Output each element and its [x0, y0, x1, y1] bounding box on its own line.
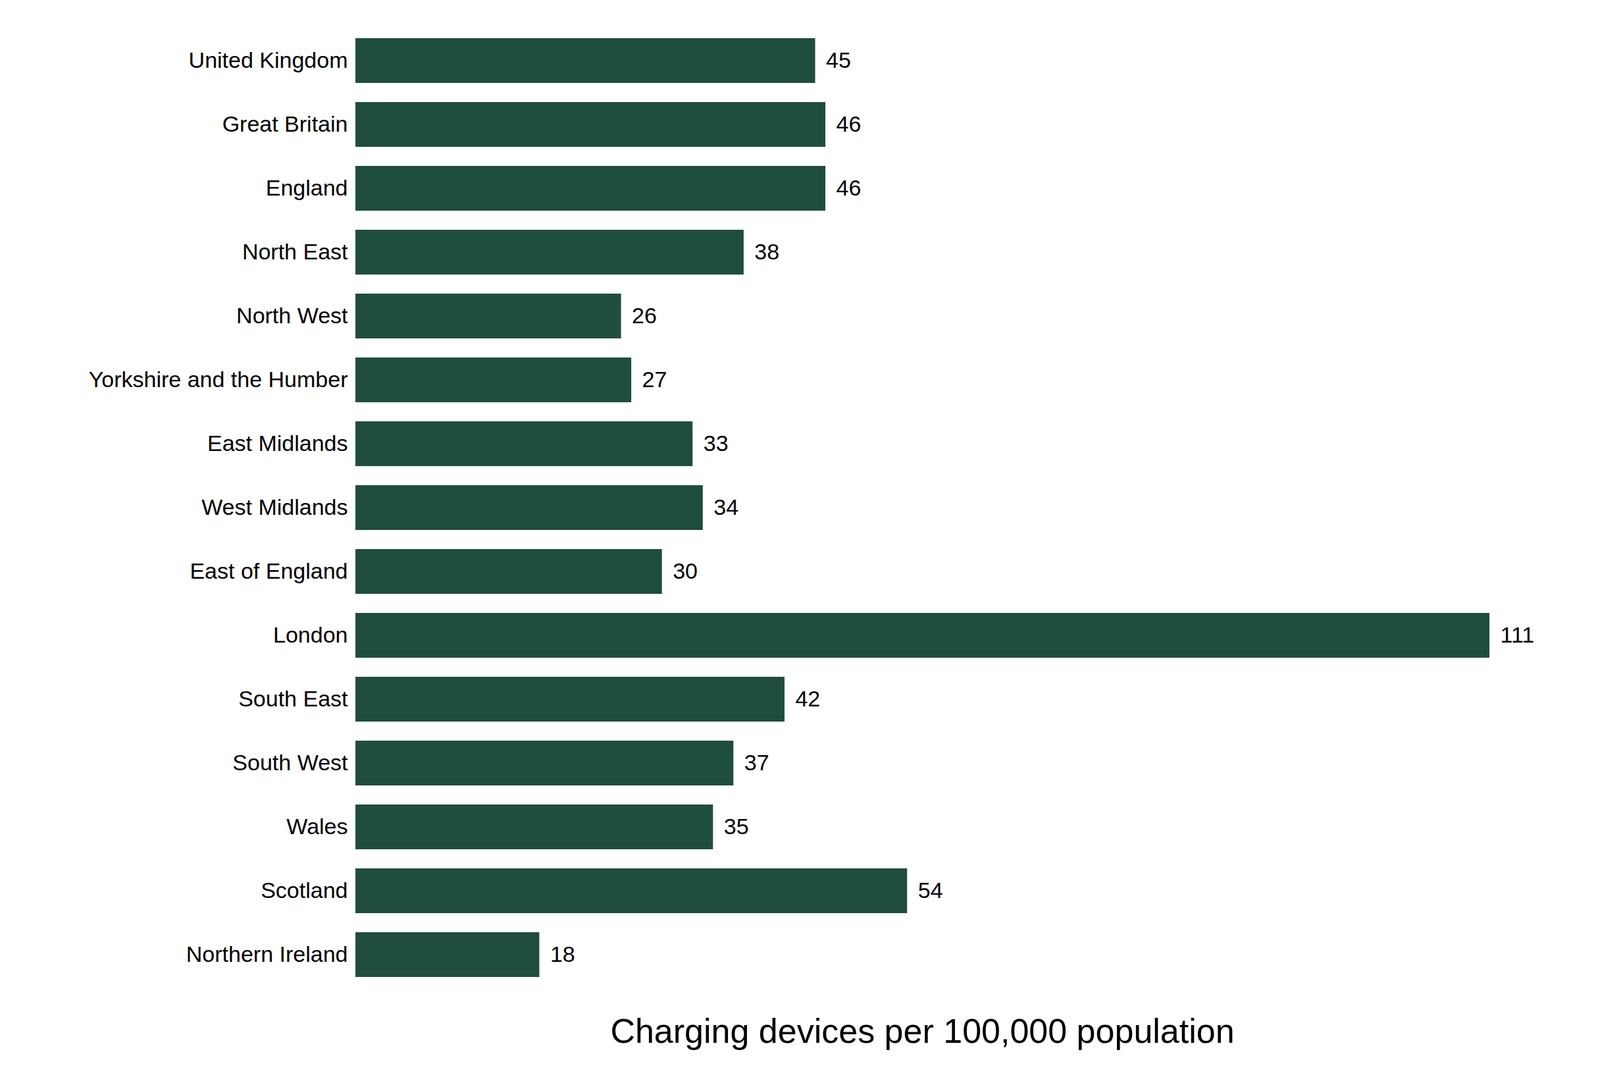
svg-text:East Midlands: East Midlands [207, 430, 349, 456]
svg-text:34: 34 [713, 494, 739, 520]
svg-text:33: 33 [703, 430, 729, 456]
svg-text:Wales: Wales [286, 813, 348, 839]
svg-text:United Kingdom: United Kingdom [188, 47, 349, 73]
svg-text:45: 45 [825, 47, 852, 73]
svg-text:54: 54 [918, 877, 944, 903]
svg-text:South East: South East [238, 685, 349, 711]
svg-text:England: England [265, 175, 349, 201]
svg-text:Yorkshire and the Humber: Yorkshire and the Humber [88, 366, 349, 392]
svg-text:London: London [273, 621, 348, 647]
svg-text:26: 26 [631, 302, 657, 328]
svg-text:North East: North East [242, 238, 349, 264]
svg-text:South West: South West [232, 749, 349, 775]
svg-text:East of England: East of England [189, 558, 348, 584]
svg-text:West Midlands: West Midlands [201, 494, 348, 520]
svg-text:46: 46 [836, 111, 862, 137]
svg-text:18: 18 [550, 941, 576, 967]
svg-text:27: 27 [642, 366, 668, 392]
svg-text:42: 42 [795, 685, 821, 711]
svg-text:North West: North West [236, 302, 349, 328]
svg-text:Great Britain: Great Britain [222, 111, 349, 137]
svg-text:38: 38 [754, 238, 780, 264]
svg-text:Northern Ireland: Northern Ireland [186, 941, 349, 967]
svg-text:Scotland: Scotland [260, 877, 348, 903]
svg-text:111: 111 [1500, 621, 1535, 647]
svg-text:46: 46 [836, 175, 862, 201]
svg-text:37: 37 [744, 749, 770, 775]
html-text:Charging devices per 100,000 p: Charging devices per 100,000 population [610, 1011, 1235, 1050]
svg-text:30: 30 [672, 558, 698, 584]
svg-text:35: 35 [723, 813, 749, 839]
